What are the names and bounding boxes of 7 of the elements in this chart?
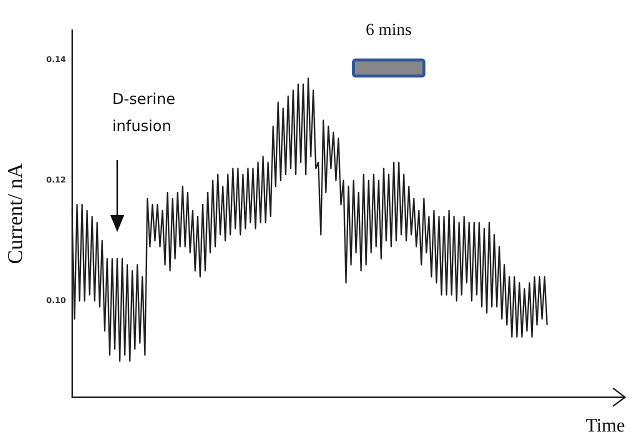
- x-axis-title: Time: [586, 416, 625, 437]
- y-tick-label: 0.12: [46, 176, 66, 185]
- annotation: D-serine infusion: [112, 89, 176, 137]
- annotation: 6 mins: [364, 20, 413, 40]
- y-axis-title: Current/ nA: [3, 162, 28, 264]
- y-tick-label: 0.14: [46, 55, 66, 64]
- y-tick-label: 0.10: [46, 296, 66, 305]
